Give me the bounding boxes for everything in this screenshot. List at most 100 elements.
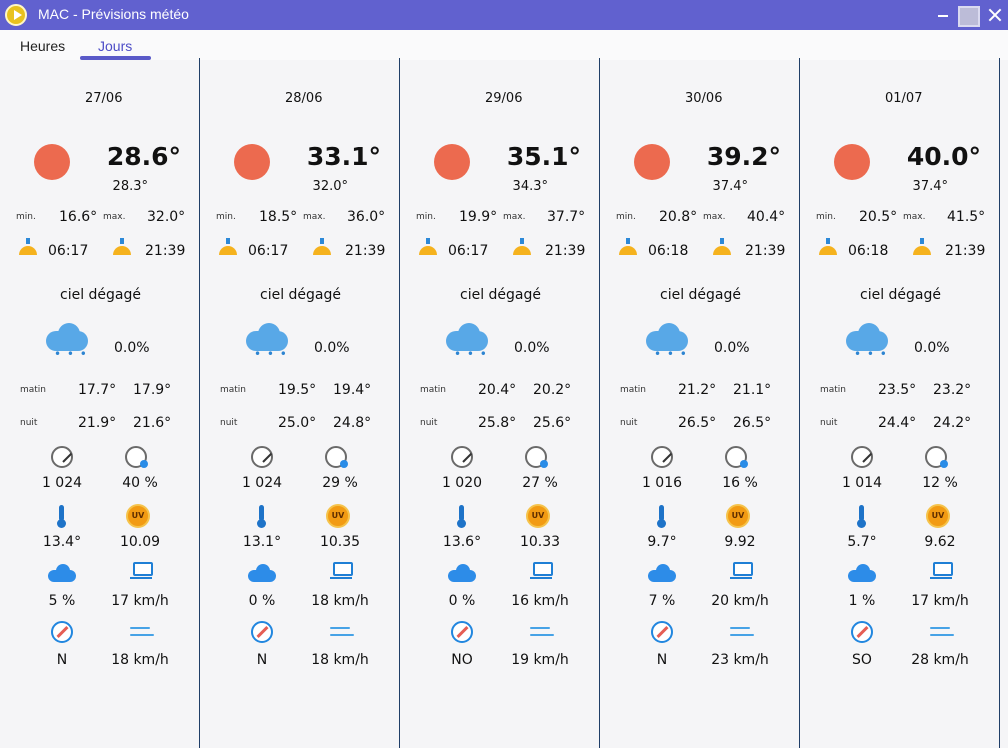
rain-drops	[54, 347, 88, 366]
forecast-date: 27/06	[85, 91, 123, 106]
gauge-icon	[251, 446, 273, 468]
forecast-date: 29/06	[485, 91, 523, 106]
feels-like-temperature: 28.3°	[112, 179, 148, 194]
uv-icon: UV	[926, 504, 950, 528]
gauge-icon	[651, 446, 673, 468]
cloud-icon	[48, 564, 76, 582]
uv-value: 10.33	[519, 534, 561, 550]
night-temperature: 25.0°	[278, 415, 317, 431]
feels-like-temperature: 32.0°	[312, 179, 348, 194]
morning-temperature: 20.4°	[478, 382, 517, 398]
night-label: nuit	[820, 418, 838, 428]
morning-label: matin	[420, 385, 447, 395]
visibility-icon	[729, 562, 753, 582]
thermometer-icon	[251, 505, 273, 528]
morning-temperature: 19.5°	[278, 382, 317, 398]
window-title: MAC - Prévisions météo	[38, 6, 189, 22]
cloud-rain-icon	[644, 323, 692, 367]
night-label: nuit	[620, 418, 638, 428]
min-temperature: 20.8°	[659, 209, 698, 225]
wind-speed-value: 18 km/h	[111, 652, 169, 668]
max-temperature: 40.4°	[747, 209, 786, 225]
cloud-rain-icon	[44, 323, 92, 367]
night-temperature: 21.9°	[78, 415, 117, 431]
humidity-value: 29 %	[322, 475, 358, 491]
wind-icon	[529, 622, 555, 642]
visibility-icon	[529, 562, 553, 582]
sunrise-icon	[416, 238, 440, 256]
humidity-value: 27 %	[522, 475, 558, 491]
maximize-button[interactable]	[954, 0, 980, 30]
max-label: max.	[103, 212, 126, 222]
close-button[interactable]	[982, 0, 1008, 30]
night-feels-like: 24.2°	[933, 415, 972, 431]
sun-icon	[634, 144, 670, 180]
cloud-rain-icon	[244, 323, 292, 367]
forecast-date: 01/07	[885, 91, 923, 106]
precipitation-chance: 0.0%	[514, 340, 550, 356]
min-label: min.	[216, 212, 236, 222]
day-column: 28/06 33.1° 32.0° min. 18.5° max. 36.0° 06:17 21…	[200, 58, 400, 748]
gauge-icon	[451, 446, 473, 468]
compass-icon	[251, 621, 273, 643]
sunrise-icon	[16, 238, 40, 256]
precipitation-chance: 0.0%	[314, 340, 350, 356]
forecast-date: 30/06	[685, 91, 723, 106]
humidity-value: 16 %	[722, 475, 758, 491]
visibility-value: 16 km/h	[511, 593, 569, 609]
dew-point-value: 13.6°	[442, 534, 482, 550]
min-temperature: 18.5°	[259, 209, 298, 225]
thermometer-icon	[51, 505, 73, 528]
visibility-value: 18 km/h	[311, 593, 369, 609]
humidity-value: 40 %	[122, 475, 158, 491]
sunset-icon	[710, 238, 734, 256]
day-column: 01/07 40.0° 37.4° min. 20.5° max. 41.5° 06:18 21…	[800, 58, 1000, 748]
morning-temperature: 21.2°	[678, 382, 717, 398]
uv-value: 9.62	[924, 534, 956, 550]
sunrise-time: 06:17	[48, 243, 89, 259]
day-divider	[999, 58, 1000, 748]
sunset-time: 21:39	[745, 243, 786, 259]
wind-icon	[929, 622, 955, 642]
night-temperature: 25.8°	[478, 415, 517, 431]
morning-feels-like: 23.2°	[933, 382, 972, 398]
morning-feels-like: 20.2°	[533, 382, 572, 398]
tab-heures[interactable]: Heures	[20, 38, 66, 54]
weather-condition: ciel dégagé	[860, 287, 942, 303]
max-label: max.	[503, 212, 526, 222]
forecast-temperature: 33.1°	[306, 142, 381, 171]
weather-condition: ciel dégagé	[660, 287, 742, 303]
cloud-icon	[848, 564, 876, 582]
precipitation-chance: 0.0%	[714, 340, 750, 356]
morning-feels-like: 21.1°	[733, 382, 772, 398]
min-label: min.	[416, 212, 436, 222]
wind-direction-value: N	[56, 652, 68, 668]
sunset-icon	[310, 238, 334, 256]
weather-condition: ciel dégagé	[260, 287, 342, 303]
tab-jours[interactable]: Jours	[98, 38, 133, 54]
sunrise-icon	[216, 238, 240, 256]
wind-direction-value: NO	[451, 652, 473, 668]
cloud-cover-value: 0 %	[248, 593, 276, 609]
uv-value: 9.92	[724, 534, 756, 550]
night-temperature: 26.5°	[678, 415, 717, 431]
max-temperature: 37.7°	[547, 209, 586, 225]
day-divider	[799, 58, 800, 748]
visibility-value: 17 km/h	[111, 593, 169, 609]
visibility-icon	[929, 562, 953, 582]
day-column: 29/06 35.1° 34.3° min. 19.9° max. 37.7° 06:17 21…	[400, 58, 600, 748]
sunrise-time: 06:17	[448, 243, 489, 259]
sunset-icon	[510, 238, 534, 256]
night-label: nuit	[20, 418, 38, 428]
morning-label: matin	[220, 385, 247, 395]
minimize-button[interactable]	[930, 0, 956, 30]
morning-label: matin	[820, 385, 847, 395]
rain-drops	[454, 347, 488, 366]
cloud-rain-icon	[844, 323, 892, 367]
sunrise-time: 06:18	[848, 243, 889, 259]
day-divider	[599, 58, 600, 748]
feels-like-temperature: 37.4°	[712, 179, 748, 194]
sunset-time: 21:39	[145, 243, 186, 259]
wind-direction-value: N	[256, 652, 268, 668]
dew-point-value: 5.7°	[847, 534, 877, 550]
